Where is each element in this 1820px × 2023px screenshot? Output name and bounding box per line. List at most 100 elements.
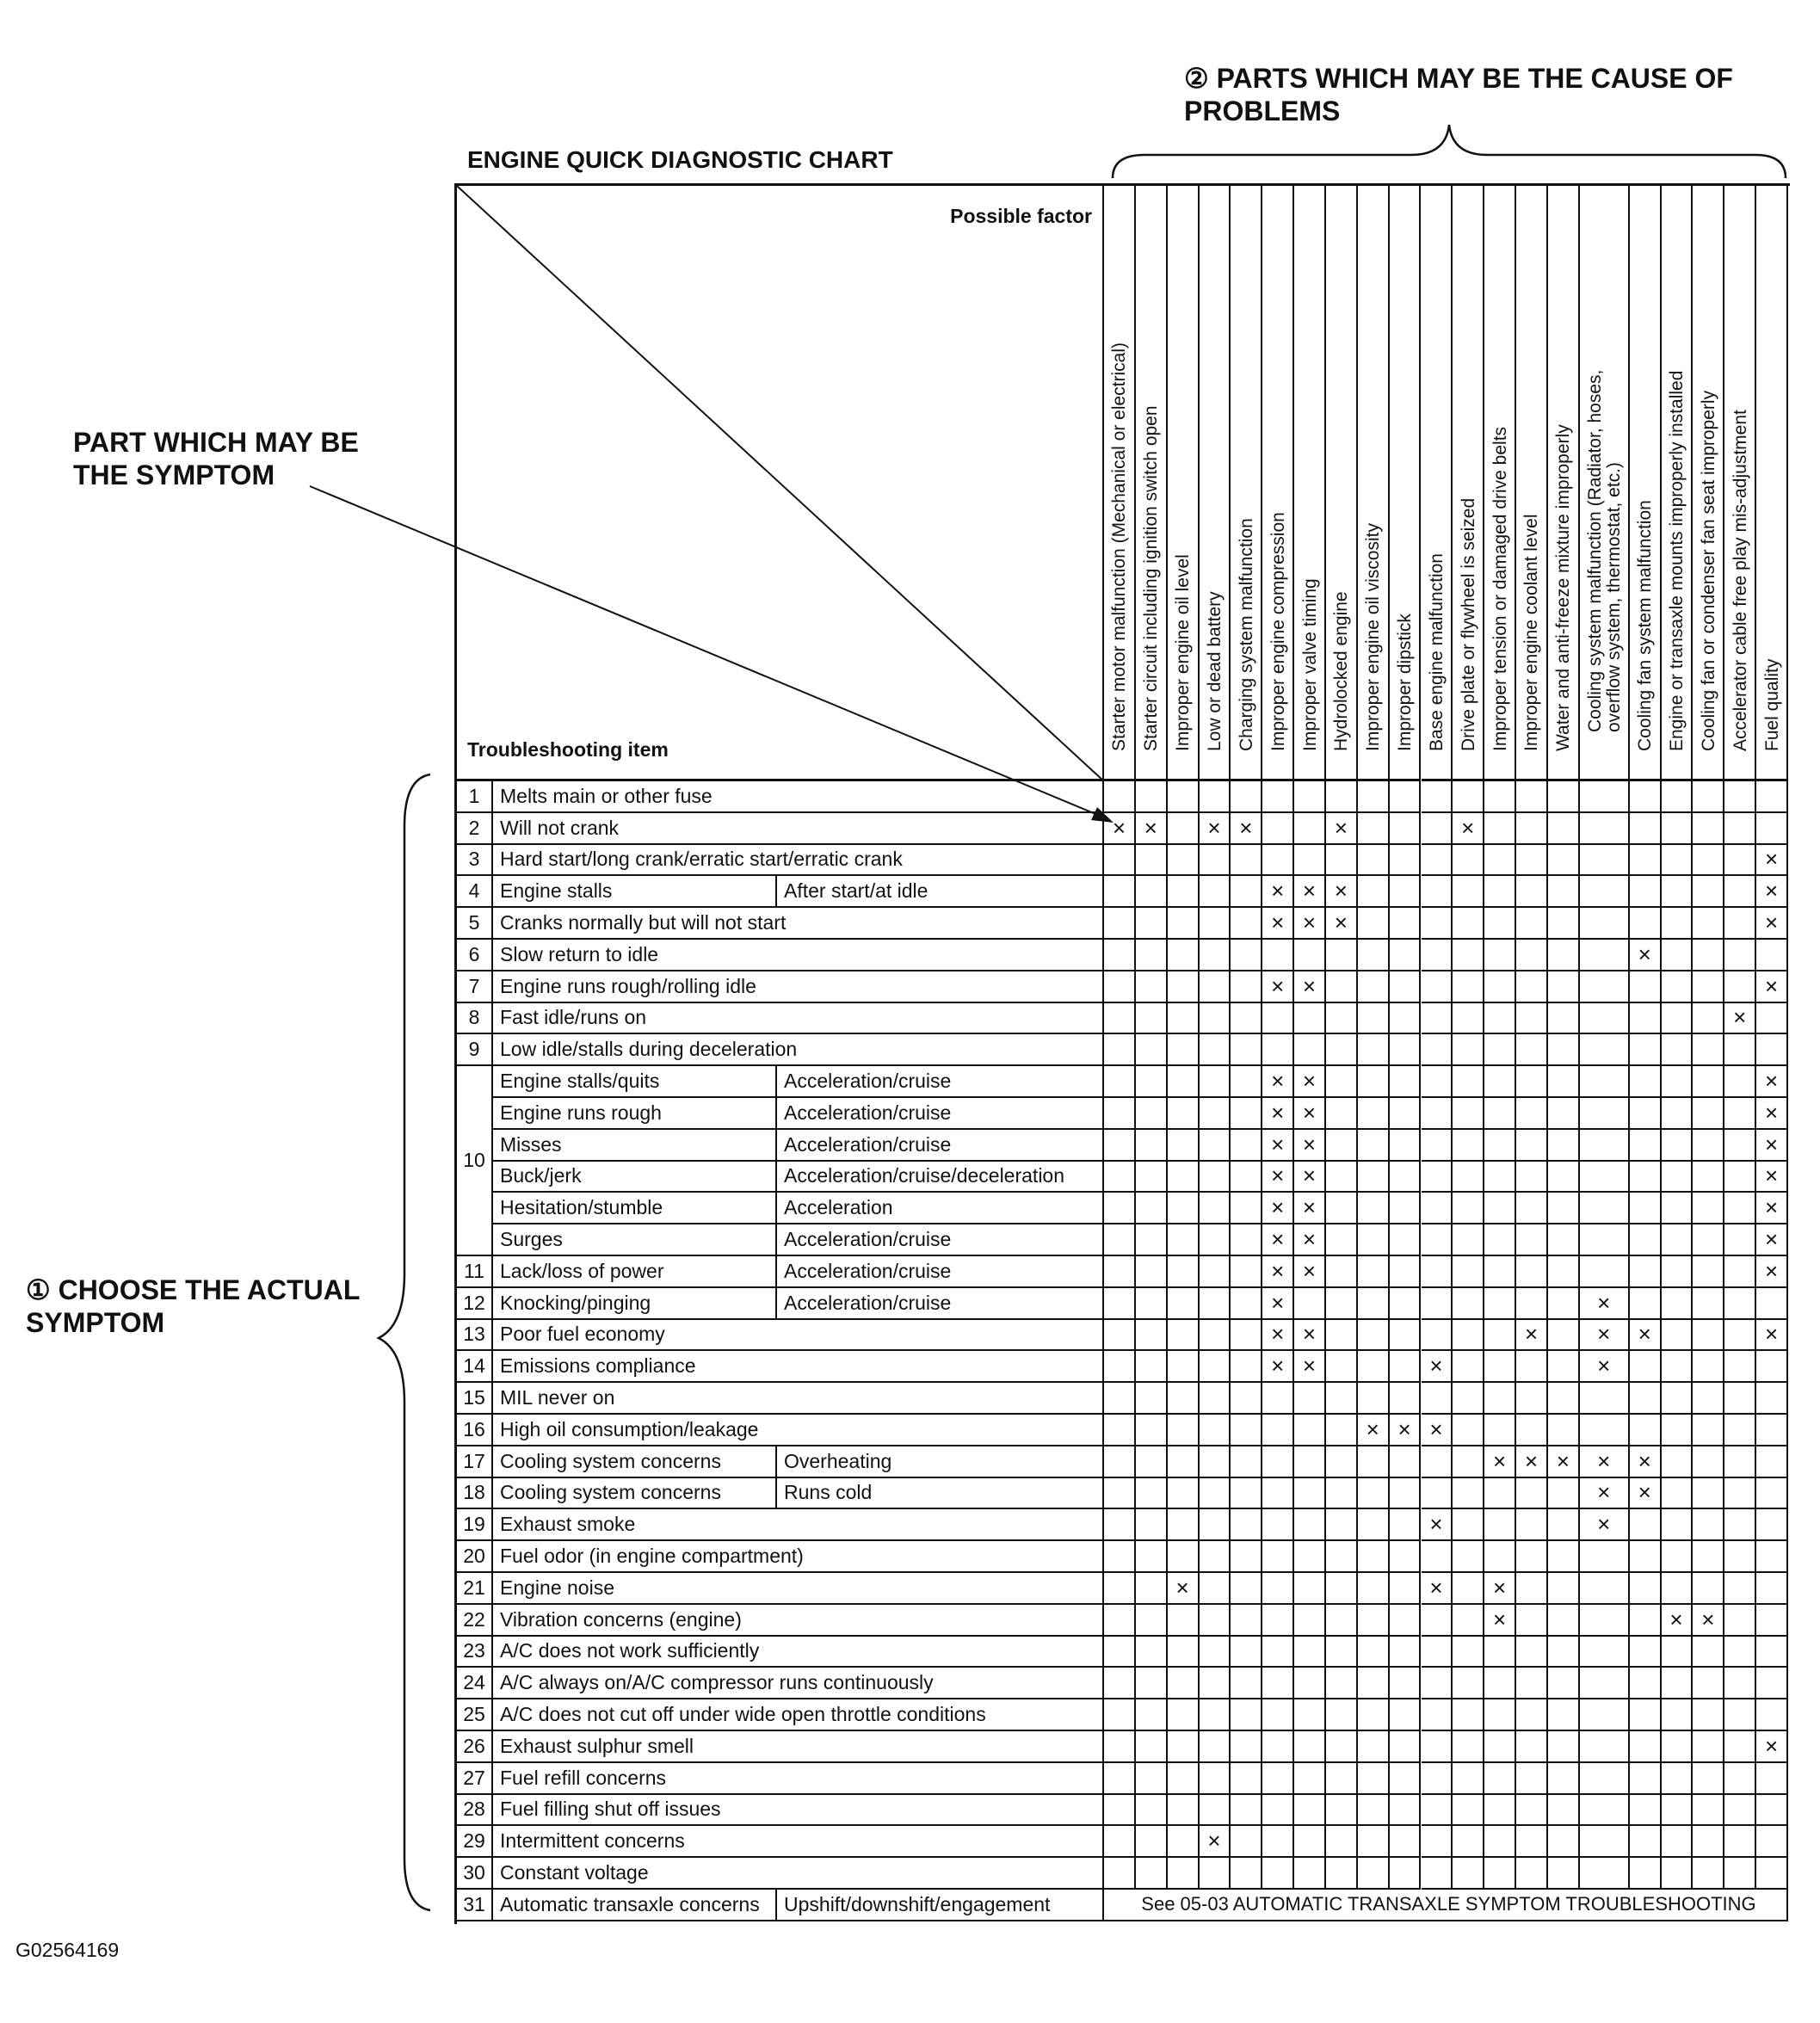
factor-cell: × [1756, 1731, 1788, 1763]
factor-cell [1199, 1034, 1231, 1067]
factor-cell [1262, 1034, 1295, 1067]
factor-cell [1453, 1256, 1485, 1288]
factor-cell [1693, 1224, 1725, 1256]
factor-cell [1357, 1287, 1390, 1320]
factor-cell [1231, 844, 1263, 877]
factor-cell: × [1756, 1161, 1788, 1193]
factor-cell: × [1421, 1415, 1453, 1446]
factor-cell [1231, 1762, 1263, 1795]
factor-header: Improper engine oil viscosity [1357, 186, 1390, 781]
factor-cell [1167, 1509, 1200, 1542]
symptom-item: Engine stalls/quits [493, 1066, 777, 1098]
factor-cell [1724, 1256, 1757, 1288]
factor-cell: × [1262, 876, 1295, 909]
factor-cell [1547, 1604, 1580, 1637]
factor-cell [1693, 1161, 1725, 1193]
factor-cell: × [1579, 1287, 1630, 1320]
row-number: 21 [457, 1573, 493, 1605]
factor-label: Hydrolocked engine [1331, 591, 1352, 751]
factor-cell [1629, 1224, 1662, 1256]
factor-cell [1693, 1446, 1725, 1478]
factor-cell [1516, 1731, 1548, 1763]
row-number: 13 [457, 1319, 493, 1352]
factor-cell [1421, 1224, 1453, 1256]
factor-cell [1693, 1066, 1725, 1098]
factor-cell [1629, 1193, 1662, 1225]
factor-cell: × [1484, 1446, 1517, 1478]
factor-cell [1724, 1129, 1757, 1162]
factor-cell [1199, 1319, 1231, 1352]
factor-cell [1579, 1541, 1630, 1573]
factor-cell [1389, 1636, 1422, 1668]
factor-cell [1294, 1415, 1326, 1446]
x-mark-icon: × [1271, 1257, 1285, 1284]
factor-cell [1294, 1636, 1326, 1668]
factor-cell [1389, 1826, 1422, 1859]
factor-cell [1756, 1573, 1788, 1605]
factor-cell [1629, 1794, 1662, 1827]
factor-cell [1484, 1794, 1517, 1827]
factor-cell [1724, 1794, 1757, 1827]
factor-cell [1693, 1668, 1725, 1700]
factor-cell [1484, 1541, 1517, 1573]
factor-cell [1421, 971, 1453, 1003]
factor-header: Charging system malfunction [1231, 186, 1263, 781]
factor-cell [1516, 1129, 1548, 1162]
symptom-item: Low idle/stalls during deceleration [493, 1034, 1104, 1067]
factor-cell [1325, 1256, 1358, 1288]
x-mark-icon: × [1271, 1131, 1285, 1157]
chart-title: ENGINE QUICK DIAGNOSTIC CHART [467, 146, 893, 173]
factor-cell [1325, 1415, 1358, 1446]
factor-cell [1516, 1415, 1548, 1446]
factor-cell [1421, 1794, 1453, 1827]
factor-cell: × [1199, 1826, 1231, 1859]
x-mark-icon: × [1764, 846, 1779, 873]
factor-cell [1199, 1794, 1231, 1827]
factor-cell [1262, 1541, 1295, 1573]
factor-header: Improper dipstick [1389, 186, 1422, 781]
factor-cell [1693, 1477, 1725, 1510]
factor-cell [1325, 1668, 1358, 1700]
factor-cell [1104, 1383, 1136, 1415]
factor-cell [1325, 1224, 1358, 1256]
factor-cell [1516, 1477, 1548, 1510]
factor-cell [1104, 1002, 1136, 1035]
factor-cell [1357, 1002, 1390, 1035]
factor-cell [1167, 876, 1200, 909]
x-mark-icon: × [1271, 1163, 1285, 1189]
factor-cell [1325, 1161, 1358, 1193]
factor-cell [1661, 1161, 1694, 1193]
factor-cell [1547, 844, 1580, 877]
factor-cell [1167, 1066, 1200, 1098]
factor-cell [1389, 1858, 1422, 1890]
factor-cell [1453, 1319, 1485, 1352]
factor-cell [1389, 1256, 1422, 1288]
factor-cell [1167, 1224, 1200, 1256]
factor-cell [1453, 1446, 1485, 1478]
factor-cell [1135, 1604, 1168, 1637]
factor-cell [1484, 1858, 1517, 1890]
x-mark-icon: × [1271, 1194, 1285, 1221]
factor-cell [1547, 1668, 1580, 1700]
factor-cell [1579, 971, 1630, 1003]
factor-cell [1199, 781, 1231, 813]
factor-cell [1724, 844, 1757, 877]
factor-cell [1104, 1224, 1136, 1256]
row-number: 14 [457, 1351, 493, 1384]
factor-cell [1484, 1699, 1517, 1731]
factor-cell [1484, 812, 1517, 845]
factor-cell [1199, 1383, 1231, 1415]
factor-cell [1547, 1319, 1580, 1352]
factor-cell [1516, 812, 1548, 845]
factor-cell [1516, 1256, 1548, 1288]
factor-cell [1357, 844, 1390, 877]
factor-cell [1167, 971, 1200, 1003]
factor-cell [1724, 908, 1757, 940]
factor-cell [1231, 1224, 1263, 1256]
factor-cell [1693, 1415, 1725, 1446]
x-mark-icon: × [1302, 1163, 1317, 1189]
factor-cell: × [1294, 1351, 1326, 1384]
factor-cell [1199, 1066, 1231, 1098]
factor-cell: × [1294, 876, 1326, 909]
x-mark-icon: × [1144, 814, 1157, 841]
